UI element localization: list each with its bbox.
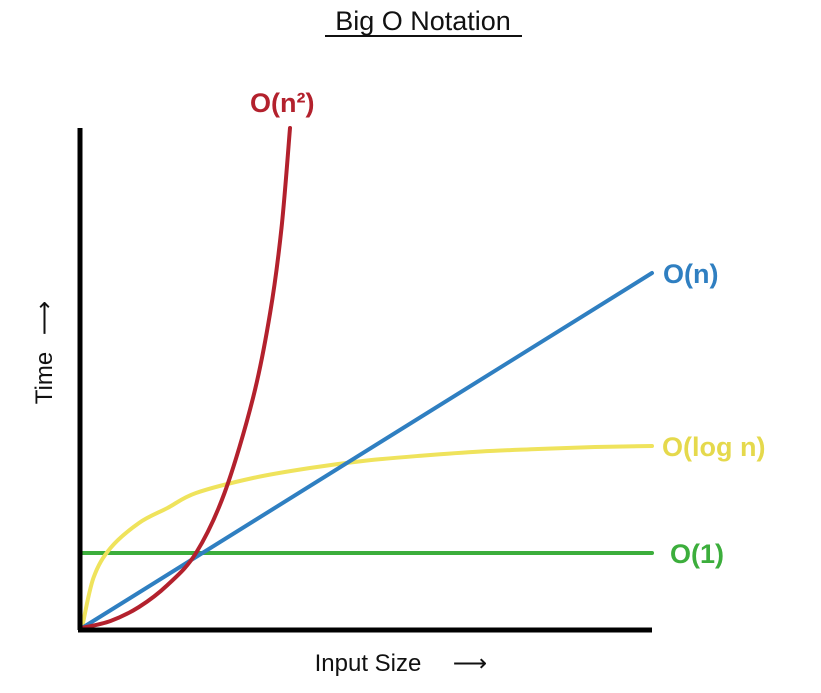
series-label-o-n-squared: O(n²)	[250, 88, 314, 118]
series-label-o-n: O(n)	[663, 259, 718, 289]
series-group	[80, 126, 654, 630]
chart-title: Big O Notation	[335, 6, 511, 36]
series-line-o-log-n	[80, 444, 654, 630]
y-axis-label: Time	[31, 352, 58, 404]
x-axis-label: Input Size	[315, 650, 422, 677]
y-axis-arrow: ⟶	[31, 301, 58, 335]
series-line-o-n	[80, 271, 654, 630]
series-label-o-log-n: O(log n)	[662, 432, 765, 462]
x-axis-arrow: ⟶	[453, 650, 487, 677]
series-label-o-1: O(1)	[670, 539, 724, 569]
series-line-o-n-squared	[80, 126, 292, 630]
